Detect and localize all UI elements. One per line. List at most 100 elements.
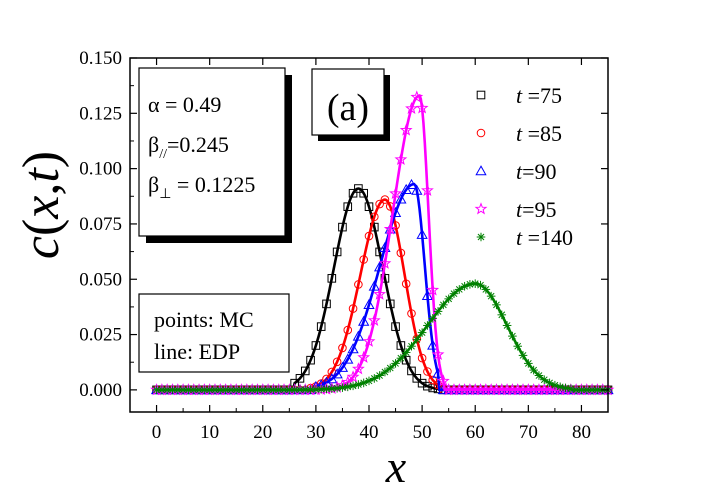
series-point-3 (342, 353, 354, 364)
marker-stroke (301, 386, 309, 394)
marker-stroke (578, 386, 585, 394)
series-point-2 (332, 357, 342, 367)
marker-stroke (588, 386, 596, 394)
series-point-2 (407, 309, 416, 318)
series-point-5 (577, 385, 586, 395)
legend: t =75 t =85 t=90 t=95 t =140 (474, 83, 573, 250)
series-point-4 (389, 186, 402, 200)
marker-stroke (524, 359, 532, 367)
params-box-frame (138, 67, 286, 237)
marker-stroke (530, 366, 538, 374)
marker-stroke (445, 295, 453, 303)
series-point-5 (449, 289, 459, 298)
series-point-4 (421, 183, 434, 196)
legend-label-5: t =140 (516, 225, 573, 250)
series-point-5 (566, 384, 576, 393)
marker-stroke (535, 372, 543, 379)
marker-stroke (153, 386, 160, 394)
marker-stroke (434, 308, 442, 315)
marker-stroke (158, 386, 166, 394)
params-box: α = 0.49 β//=0.245 β⊥ = 0.1225 (138, 67, 292, 243)
marker-stroke (466, 280, 474, 288)
marker-stroke (195, 386, 203, 394)
series-point-4 (426, 283, 440, 296)
marker-stroke (163, 386, 171, 394)
marker-stroke (392, 359, 399, 367)
series-point-5 (497, 310, 507, 320)
marker-stroke (206, 386, 214, 394)
series-point-4 (436, 374, 450, 387)
legend-marker-4 (474, 202, 488, 215)
series-point-1 (327, 274, 337, 283)
series-point-4 (431, 347, 445, 360)
series-point-5 (423, 321, 432, 330)
marker-stroke (498, 311, 506, 319)
series-point-2 (359, 255, 368, 264)
series-point-3 (368, 280, 380, 291)
marker-stroke (344, 383, 352, 391)
marker-stroke (211, 386, 219, 394)
marker-stroke (514, 342, 522, 350)
series-point-1 (396, 341, 406, 350)
series-point-1 (385, 299, 395, 309)
series-point-5 (417, 328, 427, 337)
series-point-3 (363, 298, 375, 309)
series-point-2 (354, 280, 363, 289)
marker-stroke (275, 386, 283, 394)
series-point-5 (534, 371, 544, 380)
series-point-5 (412, 335, 422, 344)
x-tick-label: 80 (572, 422, 591, 443)
marker-stroke (232, 386, 240, 394)
series-point-2 (417, 353, 427, 363)
marker-stroke (185, 386, 192, 394)
marker-stroke (567, 385, 575, 393)
series-point-5 (444, 294, 453, 304)
marker-stroke (418, 329, 426, 336)
param-alpha: α = 0.49 (148, 92, 221, 117)
marker-stroke (540, 376, 548, 384)
series-point-5 (524, 359, 533, 368)
marker-stroke (551, 381, 559, 389)
legend-label-4: t=95 (516, 197, 557, 222)
x-tick-label: 20 (253, 422, 272, 443)
x-tick-label: 30 (306, 422, 325, 443)
series-point-1 (332, 247, 342, 257)
series-point-5 (428, 314, 438, 323)
y-tick-label: 0.125 (79, 103, 122, 124)
series-point-2 (428, 375, 438, 385)
marker-stroke (509, 332, 516, 340)
series-point-1 (322, 299, 331, 309)
series-point-5 (561, 383, 570, 393)
legend-marker-5 (476, 232, 486, 242)
marker-stroke (519, 352, 527, 359)
series-point-4 (357, 350, 371, 363)
marker-stroke (222, 386, 229, 394)
series-point-5 (343, 382, 353, 392)
marker-stroke (312, 386, 320, 393)
marker-stroke (503, 322, 511, 329)
series-point-5 (470, 279, 480, 288)
series-point-5 (407, 341, 416, 351)
series-point-4 (362, 334, 376, 347)
series-point-1 (364, 202, 374, 211)
marker-stroke (572, 386, 580, 394)
series-point-2 (370, 212, 379, 222)
series-point-5 (486, 291, 496, 301)
legend-label-3: t=90 (516, 159, 557, 184)
series-point-5 (215, 385, 225, 395)
series-point-5 (433, 307, 443, 316)
series-point-5 (200, 385, 209, 395)
series-point-1 (407, 366, 416, 376)
series-point-3 (405, 178, 418, 190)
series-point-5 (555, 382, 565, 392)
series-point-5 (396, 353, 406, 363)
marker-stroke (307, 386, 314, 393)
series-point-5 (582, 385, 592, 395)
series-point-5 (285, 385, 294, 395)
marker-stroke (333, 384, 341, 392)
x-tick-label: 0 (152, 422, 162, 443)
method-line-label: line: EDP (154, 339, 240, 364)
series-point-1 (338, 222, 347, 232)
series-point-4 (373, 287, 387, 300)
